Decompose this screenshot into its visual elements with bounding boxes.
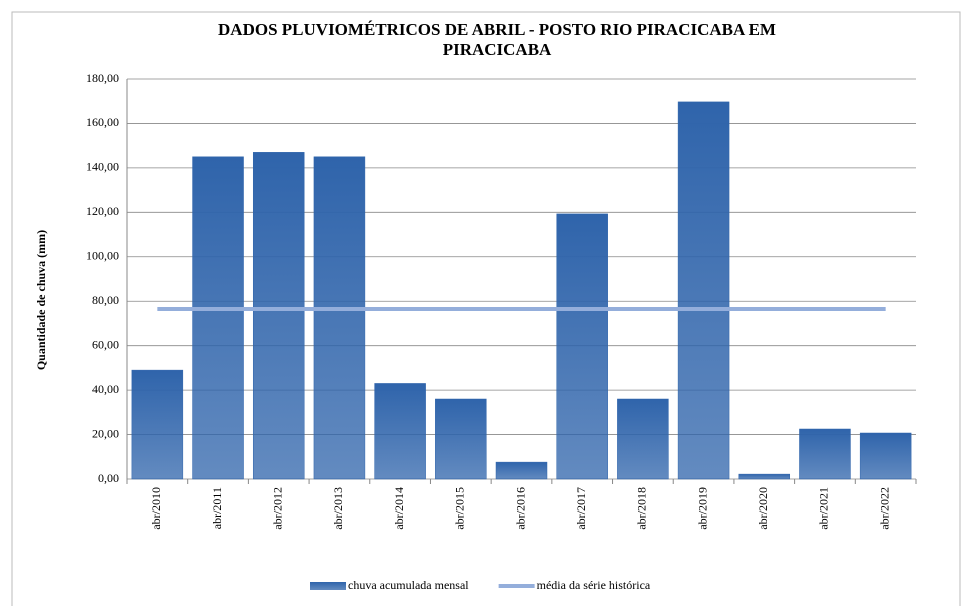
x-tick-label: abr/2010	[149, 487, 163, 530]
bar	[192, 156, 244, 480]
bar	[799, 428, 851, 480]
x-tick-label: abr/2020	[756, 487, 770, 530]
y-tick-label: 20,00	[92, 426, 119, 440]
bar	[859, 432, 912, 480]
bar	[374, 383, 426, 480]
bar	[131, 369, 184, 480]
legend-swatch	[310, 582, 346, 590]
x-tick-label: abr/2022	[877, 487, 891, 530]
chart-title: DADOS PLUVIOMÉTRICOS DE ABRIL - POSTO RI…	[218, 20, 776, 59]
bar	[556, 213, 608, 480]
x-tick-label: abr/2013	[331, 487, 345, 530]
bar	[313, 156, 366, 480]
y-tick-label: 80,00	[92, 293, 119, 307]
x-tick-label: abr/2011	[210, 487, 224, 529]
y-tick-label: 100,00	[86, 249, 119, 263]
legend-label: chuva acumulada mensal	[348, 578, 469, 592]
y-tick-label: 180,00	[86, 71, 119, 85]
x-tick-label: abr/2019	[695, 487, 709, 530]
bar	[495, 461, 548, 480]
x-tick-label: abr/2014	[392, 487, 406, 530]
x-tick-label: abr/2012	[270, 487, 284, 530]
y-tick-label: 140,00	[86, 160, 119, 174]
x-tick-label: abr/2015	[453, 487, 467, 530]
bar	[738, 473, 791, 480]
y-tick-label: 0,00	[98, 471, 119, 485]
y-tick-label: 160,00	[86, 115, 119, 129]
bar	[435, 398, 487, 480]
bar	[617, 398, 669, 480]
legend-label: média da série histórica	[537, 578, 651, 592]
x-tick-label: abr/2018	[635, 487, 649, 530]
x-tick-label: abr/2017	[574, 487, 588, 530]
x-tick-label: abr/2016	[513, 487, 527, 530]
y-tick-label: 60,00	[92, 337, 119, 351]
x-tick-label: abr/2021	[817, 487, 831, 530]
y-tick-label: 120,00	[86, 204, 119, 218]
bar	[252, 152, 305, 480]
bar	[677, 101, 730, 480]
y-axis-label: Quantidade de chuva (mm)	[34, 230, 48, 370]
y-tick-label: 40,00	[92, 382, 119, 396]
